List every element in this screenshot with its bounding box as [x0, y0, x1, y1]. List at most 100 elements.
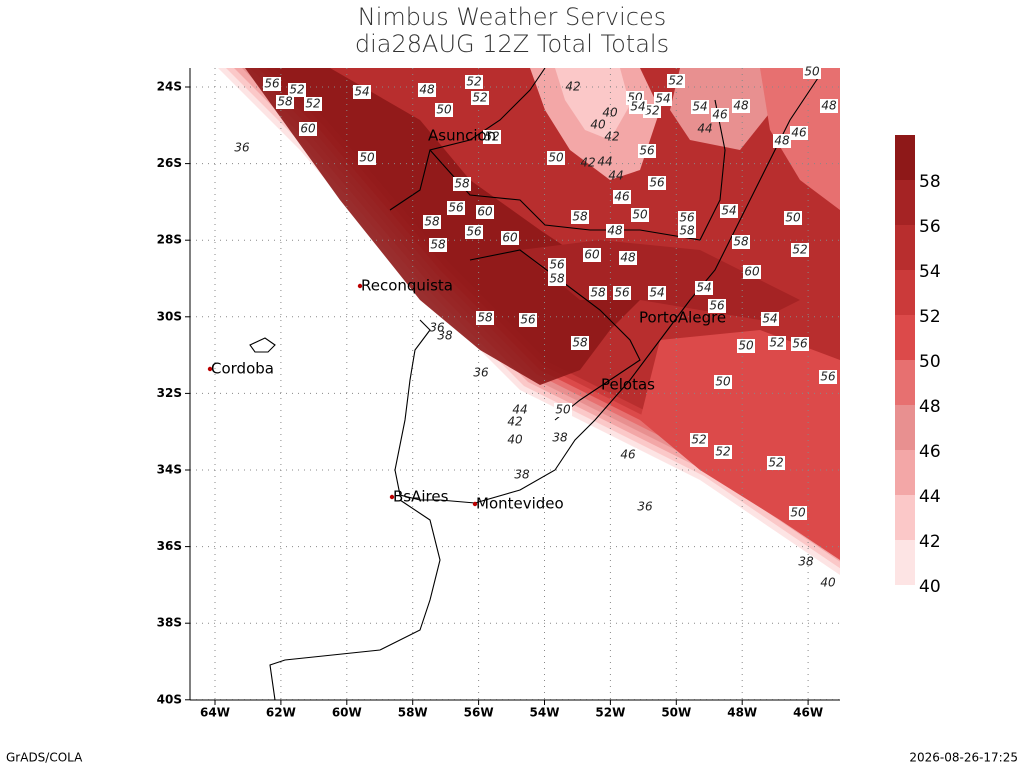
- contour-label: 52: [289, 83, 304, 97]
- contour-label: 36: [429, 321, 445, 335]
- contour-label: 40: [507, 433, 523, 447]
- lon-label: 52W: [595, 706, 625, 720]
- label-bg: [429, 238, 447, 252]
- label-bg: [695, 281, 713, 295]
- contour-label: 56: [520, 313, 536, 327]
- colorbar-label: 58: [919, 172, 941, 192]
- coastline-south: [269, 499, 441, 700]
- label-bg: [648, 286, 666, 300]
- contour-label: 60: [502, 231, 518, 245]
- contour-label: 42: [604, 130, 619, 144]
- colorbar-label: 54: [919, 262, 941, 282]
- border: [469, 249, 641, 421]
- lon-label: 56W: [464, 706, 494, 720]
- colorbar-label: 42: [919, 532, 941, 552]
- lon-label: 58W: [398, 706, 428, 720]
- city-label: Asuncion: [428, 127, 496, 145]
- contour-label: 56: [820, 370, 836, 384]
- contour-label: 56: [639, 144, 655, 158]
- contour-label: 56: [549, 258, 565, 272]
- lon-label: 62W: [266, 706, 296, 720]
- city-label: Montevideo: [476, 495, 564, 513]
- contour-label: 54: [630, 100, 645, 114]
- label-bg: [690, 433, 708, 447]
- label-bg: [613, 286, 631, 300]
- label-bg: [453, 177, 471, 191]
- contour-label: 52: [769, 336, 784, 350]
- title: Nimbus Weather Services: [358, 3, 666, 31]
- label-bg: [803, 65, 821, 79]
- contour-label: 38: [552, 431, 568, 445]
- colorbar-label: 48: [919, 397, 941, 417]
- label-bg: [648, 176, 666, 190]
- colorbar-label: 50: [919, 352, 941, 372]
- lat-label: 28S: [157, 233, 182, 247]
- colorbar-box: [895, 360, 915, 405]
- contour-label: 56: [448, 201, 464, 215]
- patch-58: [245, 68, 640, 385]
- contour-label: 52: [484, 130, 499, 144]
- label-bg: [761, 312, 779, 326]
- contour-label: 46: [712, 108, 728, 122]
- label-bg: [447, 201, 465, 215]
- contour-label: 44: [597, 155, 612, 169]
- lon-label: 60W: [332, 706, 362, 720]
- contour-label: 58: [572, 336, 588, 350]
- label-bg: [773, 134, 791, 148]
- footer-right: 2026-08-26-17:25: [909, 751, 1018, 765]
- colorbar-box: [895, 405, 915, 450]
- patch-50: [640, 330, 840, 560]
- contour-label: 58: [477, 311, 493, 325]
- contour-label: 50: [632, 208, 648, 222]
- contour-label: 52: [768, 456, 783, 470]
- label-bg: [548, 258, 566, 272]
- colorbar-box: [895, 135, 915, 180]
- contour-label: 58: [549, 272, 565, 286]
- contour-label: 48: [419, 83, 435, 97]
- colorbar-box: [895, 450, 915, 495]
- contour-label: 50: [715, 375, 731, 389]
- label-bg: [465, 225, 483, 239]
- contour-label: 60: [584, 248, 600, 262]
- colorbar-box: [895, 225, 915, 270]
- contour-label: 40: [602, 106, 618, 120]
- contour-label: 46: [791, 126, 807, 140]
- city-label: Pelotas: [601, 376, 655, 394]
- label-bg: [554, 403, 572, 417]
- contour-label: 60: [744, 265, 760, 279]
- contour-label: 56: [679, 211, 695, 225]
- label-bg: [571, 336, 589, 350]
- label-bg: [619, 251, 637, 265]
- contour-label: 50: [548, 151, 564, 165]
- city-dot: [207, 366, 213, 372]
- label-bg: [606, 224, 624, 238]
- contour-label: 58: [277, 95, 293, 109]
- contour-label: 58: [424, 215, 440, 229]
- contour-label: 54: [696, 281, 711, 295]
- contour-label: 54: [762, 312, 777, 326]
- contour-label: 38: [798, 555, 814, 569]
- label-bg: [708, 299, 726, 313]
- contour-label: 50: [738, 339, 754, 353]
- lon-label: 54W: [530, 706, 560, 720]
- contour-label: 52: [691, 433, 706, 447]
- coastline: [474, 74, 821, 504]
- label-bg: [483, 130, 501, 144]
- contour-label: 54: [721, 204, 736, 218]
- contour-label: 42: [507, 415, 522, 429]
- contour-label: 52: [715, 445, 730, 459]
- colorbar-label: 44: [919, 487, 941, 507]
- label-bg: [613, 190, 631, 204]
- label-bg: [548, 272, 566, 286]
- label-bg: [720, 204, 738, 218]
- label-bg: [299, 122, 317, 136]
- colorbar-label: 52: [919, 307, 941, 327]
- contour-label: 56: [792, 337, 808, 351]
- contour-label: 52: [792, 243, 807, 257]
- subtitle: dia28AUG 12Z Total Totals: [355, 30, 669, 58]
- contour-label: 54: [354, 85, 369, 99]
- contour-label: 46: [614, 190, 630, 204]
- footer-left: GrADS/COLA: [6, 751, 83, 765]
- contour-label: 40: [820, 576, 836, 590]
